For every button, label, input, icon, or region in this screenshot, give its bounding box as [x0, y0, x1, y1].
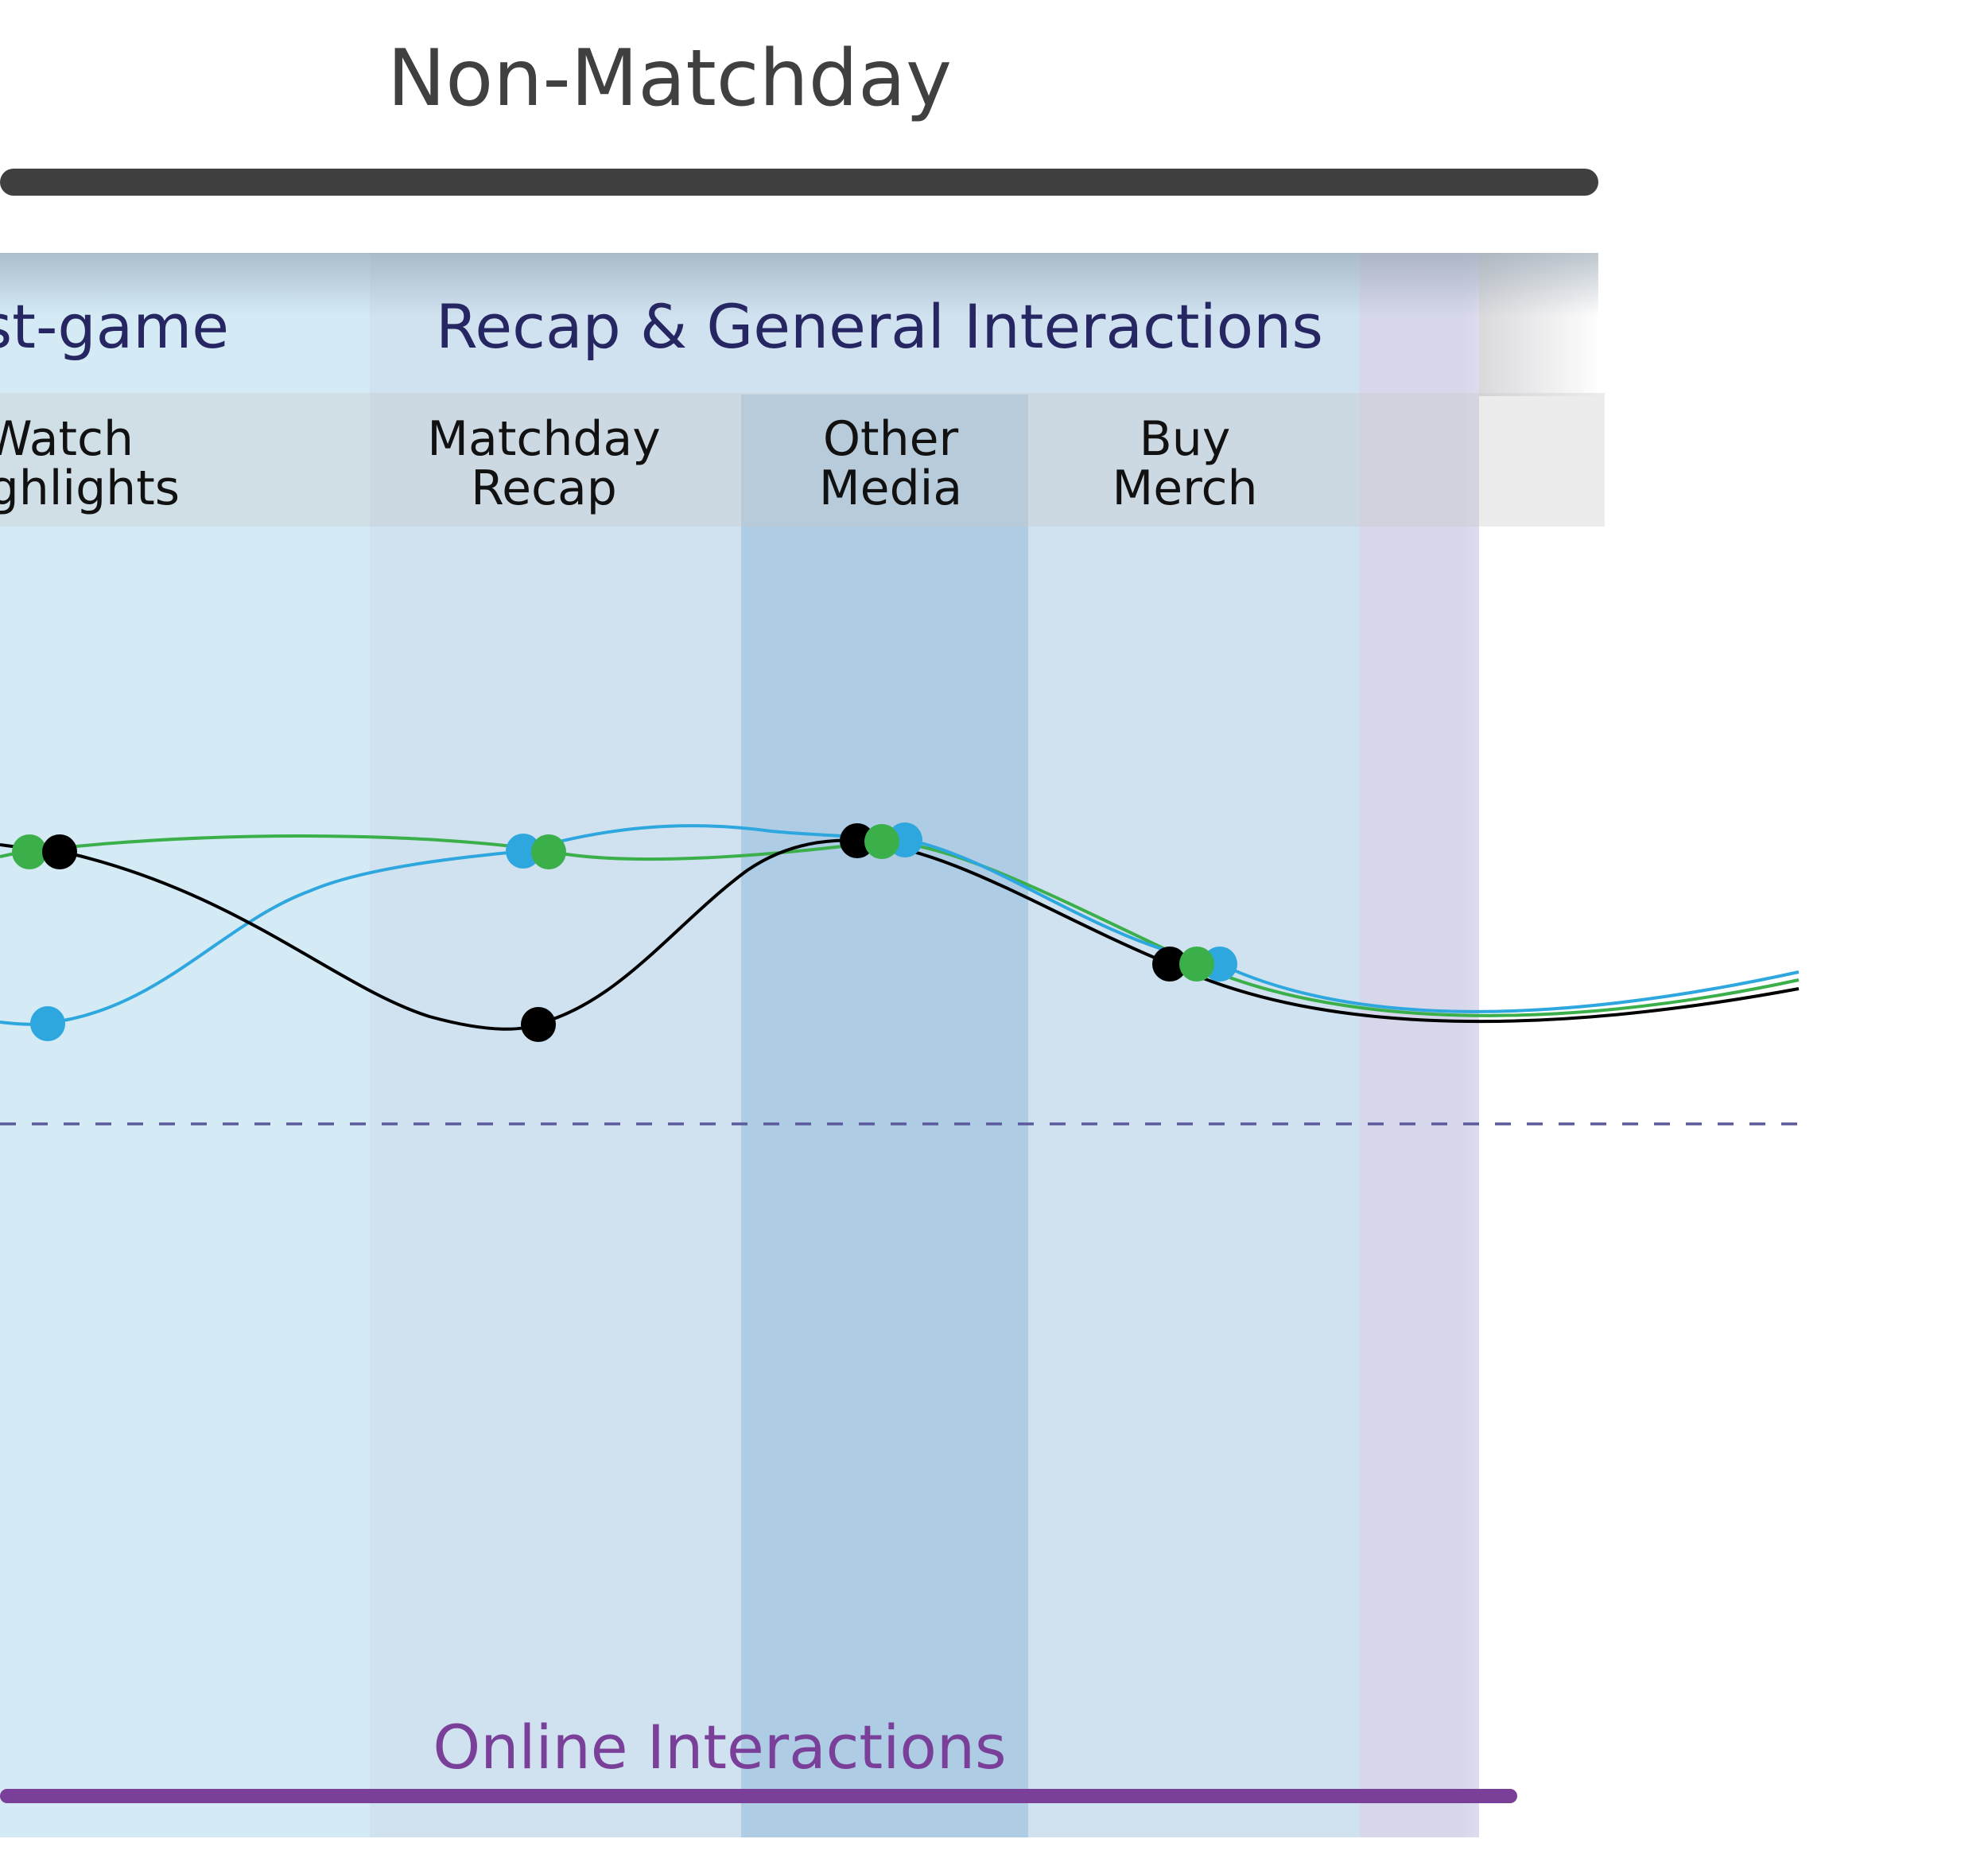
touchpoint-buy-merch-line1: Buy — [1140, 411, 1231, 467]
touchpoint-band — [0, 393, 1605, 527]
blue-point-watch-highlights — [30, 1006, 65, 1041]
touchpoint-other-media-line2: Media — [819, 461, 962, 516]
emotion-points — [12, 822, 1237, 1042]
phase-label-post-game: st-game — [0, 291, 229, 362]
black-point-watch-highlights — [42, 834, 77, 869]
other-media-highlight — [741, 395, 1028, 1837]
touchpoint-other-media-line1: Other — [823, 411, 959, 467]
green-point-other-media — [864, 824, 899, 859]
green-series-curve — [0, 834, 1800, 1017]
black-series-curve — [0, 838, 1800, 1031]
online-interactions-label: Online Interactions — [433, 1712, 1006, 1783]
phase-columns — [0, 253, 1602, 1837]
blue-point-matchday-recap — [506, 834, 541, 869]
black-point-matchday-recap — [521, 1007, 556, 1042]
header-rule — [0, 169, 1598, 196]
right-fade — [1459, 253, 1602, 1837]
touchpoint-watch-highlights-line2: ghlights — [0, 461, 180, 516]
touchpoint-matchday-recap-line1: Matchday — [427, 411, 660, 467]
touchpoint-watch-highlights-line1: Watch — [0, 411, 134, 467]
blue-series-curve — [0, 824, 1800, 1026]
online-interactions-bar — [0, 1789, 1517, 1803]
green-point-watch-highlights — [12, 834, 47, 869]
black-point-buy-merch — [1152, 947, 1187, 982]
touchpoint-matchday-recap-line2: Recap — [471, 461, 617, 516]
touchpoint-buy-merch-line2: Merch — [1112, 461, 1257, 516]
emotion-curves — [0, 824, 1800, 1031]
green-point-buy-merch — [1179, 947, 1214, 982]
green-point-matchday-recap — [531, 834, 566, 869]
post-game-column — [0, 253, 370, 1837]
black-point-other-media — [840, 823, 875, 858]
phase-label-recap: Recap & General Interactions — [436, 291, 1323, 362]
top-shade — [0, 253, 1598, 317]
page-title: Non-Matchday — [387, 33, 952, 124]
